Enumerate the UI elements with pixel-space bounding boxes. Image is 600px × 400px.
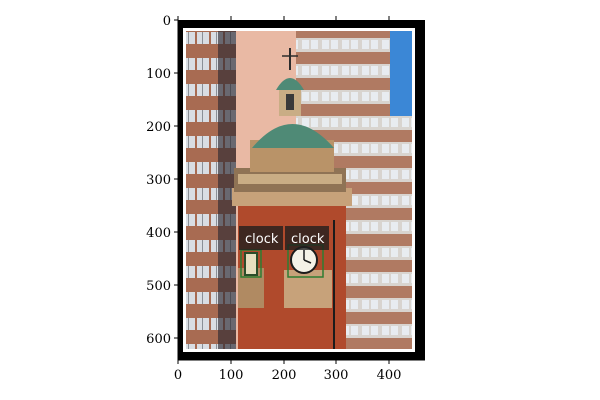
photo xyxy=(178,20,425,360)
tower-stone-trim xyxy=(232,188,352,206)
y-tick-label: 500 xyxy=(146,279,171,294)
x-tick-0: 0 xyxy=(174,16,182,383)
x-tick-label: 300 xyxy=(324,368,349,383)
y-tick-400: 400 xyxy=(146,226,178,241)
lantern-window xyxy=(286,94,294,110)
copper-dome xyxy=(252,124,334,148)
sky xyxy=(390,31,412,116)
x-tick-label: 400 xyxy=(377,368,402,383)
x-tick-label: 200 xyxy=(272,368,297,383)
y-tick-label: 300 xyxy=(146,173,171,188)
y-tick-200: 200 xyxy=(146,120,178,135)
tower-balcony-rail xyxy=(238,174,342,184)
y-tick-label: 400 xyxy=(146,226,171,241)
y-tick-label: 100 xyxy=(146,67,171,82)
x-tick-400: 400 xyxy=(377,16,402,383)
axes: 0 100 200 300 400 0 100 200 300 400 500 … xyxy=(146,14,425,383)
x-tick-200: 200 xyxy=(272,16,297,383)
left-building-shadow xyxy=(218,31,238,349)
detection-label: clock xyxy=(245,232,279,247)
clock-face-side xyxy=(244,252,258,276)
y-tick-0: 0 xyxy=(163,14,178,29)
detection-clock-side: clock xyxy=(239,226,283,278)
tower-lower-stone xyxy=(284,270,332,308)
detection-label-bg xyxy=(285,226,329,250)
x-tick-300: 300 xyxy=(324,16,349,383)
y-tick-label: 0 xyxy=(163,14,171,29)
detection-label-bg xyxy=(239,226,283,250)
detection-clock-large: clock xyxy=(285,226,329,278)
y-tick-label: 600 xyxy=(146,332,171,347)
y-tick-label: 200 xyxy=(146,120,171,135)
y-tick-100: 100 xyxy=(146,67,178,82)
lantern-cap xyxy=(276,78,304,90)
y-tick-600: 600 xyxy=(146,332,178,347)
detection-label: clock xyxy=(291,232,325,247)
x-tick-label: 100 xyxy=(219,368,244,383)
y-tick-300: 300 xyxy=(146,173,178,188)
x-tick-label: 0 xyxy=(174,368,182,383)
x-tick-100: 100 xyxy=(219,16,244,383)
y-tick-500: 500 xyxy=(146,279,178,294)
